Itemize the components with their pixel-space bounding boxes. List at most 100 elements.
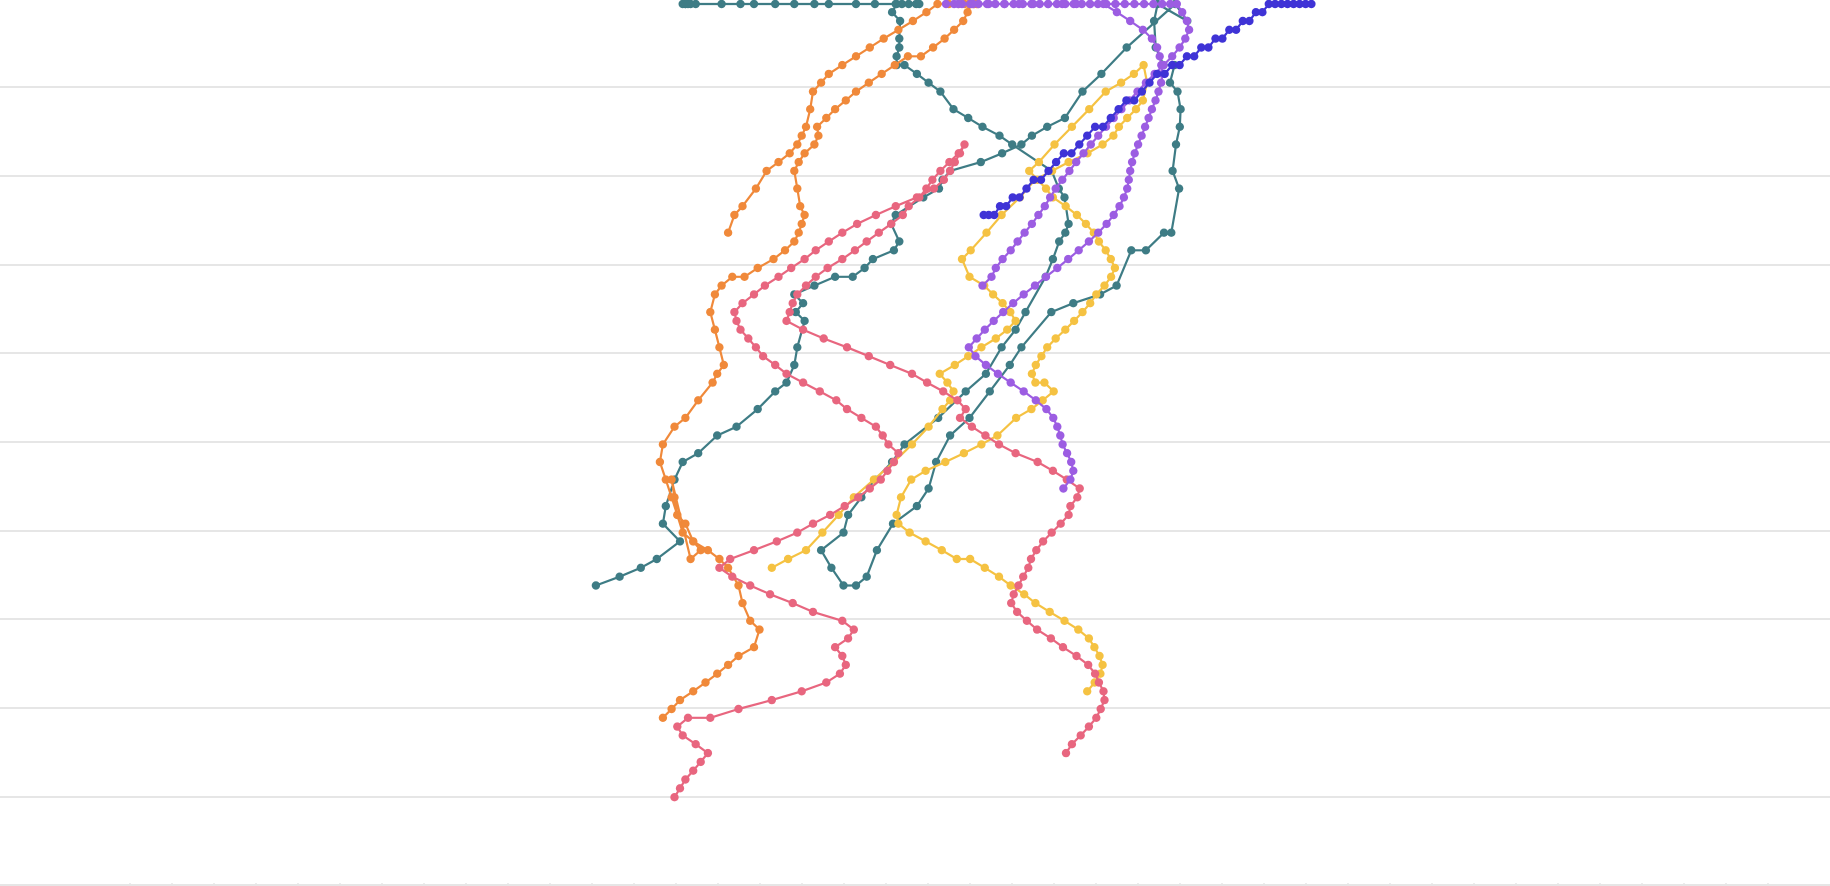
data-point xyxy=(928,43,938,52)
data-point xyxy=(755,625,764,634)
data-point xyxy=(1094,678,1104,687)
data-point xyxy=(1053,263,1062,273)
data-point xyxy=(989,316,998,326)
data-point xyxy=(895,34,904,43)
data-point xyxy=(678,731,687,740)
data-point xyxy=(1138,96,1148,105)
data-point xyxy=(1167,228,1176,237)
data-point xyxy=(977,343,986,352)
data-point xyxy=(1258,8,1267,17)
data-point xyxy=(1011,316,1020,326)
data-point xyxy=(941,457,950,467)
data-point xyxy=(1165,78,1175,87)
data-point xyxy=(749,0,759,9)
data-point xyxy=(865,43,874,52)
data-point xyxy=(995,131,1004,140)
data-point xyxy=(938,404,947,414)
data-point xyxy=(922,378,932,387)
data-point xyxy=(1127,157,1137,167)
data-point xyxy=(959,16,968,26)
data-point xyxy=(1011,413,1021,423)
data-point xyxy=(652,554,661,564)
data-point xyxy=(1139,60,1148,70)
data-point xyxy=(1062,449,1072,458)
data-point xyxy=(1152,69,1162,79)
data-point xyxy=(935,369,944,378)
data-point xyxy=(1190,52,1199,61)
data-point xyxy=(822,678,831,687)
data-point xyxy=(1157,60,1166,70)
data-point xyxy=(1030,281,1040,290)
data-point xyxy=(765,590,775,599)
data-point xyxy=(751,184,761,193)
data-point xyxy=(811,246,820,255)
series-line xyxy=(770,63,1149,693)
data-point xyxy=(1175,60,1184,70)
data-point xyxy=(681,413,690,423)
data-point xyxy=(1270,0,1280,9)
data-point xyxy=(843,634,853,643)
data-point xyxy=(889,457,899,467)
data-point xyxy=(891,210,900,220)
data-point xyxy=(896,493,906,502)
data-point xyxy=(591,581,601,590)
data-point xyxy=(816,546,826,555)
data-point xyxy=(1020,228,1029,237)
data-point xyxy=(987,272,996,281)
data-point xyxy=(912,501,922,511)
data-point xyxy=(997,343,1006,352)
data-point xyxy=(782,378,791,387)
data-point xyxy=(1049,413,1058,423)
data-point xyxy=(921,466,930,475)
data-point xyxy=(862,237,871,246)
data-point xyxy=(928,175,937,184)
data-point xyxy=(1048,466,1058,475)
data-point xyxy=(1127,246,1136,255)
data-point xyxy=(1086,0,1095,9)
data-point xyxy=(689,766,698,775)
data-point xyxy=(924,484,933,493)
data-point xyxy=(658,440,668,449)
data-point xyxy=(1046,634,1056,643)
data-point xyxy=(1264,0,1273,9)
data-point xyxy=(988,290,998,299)
data-point xyxy=(892,52,901,61)
data-point xyxy=(897,0,907,9)
data-point xyxy=(1017,140,1026,149)
data-point xyxy=(800,254,809,264)
data-point xyxy=(767,563,776,572)
data-point xyxy=(1106,272,1116,281)
data-point xyxy=(892,510,901,520)
data-point xyxy=(1019,290,1028,299)
data-point xyxy=(661,475,670,484)
data-point xyxy=(936,166,945,176)
data-point xyxy=(1064,254,1073,264)
data-point xyxy=(1130,0,1139,9)
data-point xyxy=(993,369,1003,378)
data-point xyxy=(1060,113,1070,123)
data-point xyxy=(675,695,685,705)
data-point xyxy=(1084,660,1093,670)
data-point xyxy=(706,307,715,317)
data-point xyxy=(1035,0,1044,9)
data-point xyxy=(719,360,728,370)
data-point xyxy=(936,87,945,96)
data-point xyxy=(1211,34,1220,43)
data-point xyxy=(1083,131,1092,140)
data-point xyxy=(808,519,818,528)
data-point xyxy=(658,519,668,528)
data-point xyxy=(937,546,946,555)
data-point xyxy=(924,422,933,431)
data-point xyxy=(840,501,849,511)
data-point xyxy=(788,598,797,608)
data-point xyxy=(1006,378,1015,387)
data-point xyxy=(964,343,973,352)
data-point xyxy=(683,713,693,722)
data-point xyxy=(670,422,679,431)
data-point xyxy=(1058,643,1068,652)
data-point xyxy=(1084,722,1094,731)
data-point xyxy=(1095,651,1104,661)
data-point xyxy=(678,528,687,537)
data-point xyxy=(838,616,847,625)
data-point xyxy=(1152,43,1162,52)
